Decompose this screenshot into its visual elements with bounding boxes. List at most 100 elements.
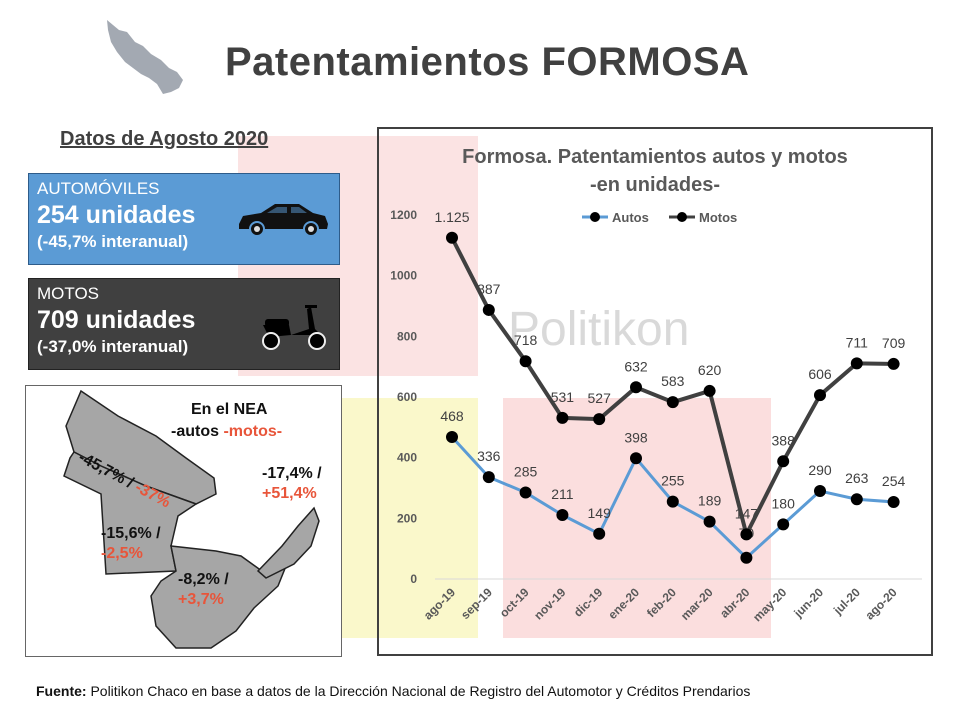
- data-point-autos: [519, 486, 532, 499]
- data-label-autos: 398: [624, 429, 648, 445]
- data-point-motos: [666, 396, 679, 409]
- y-tick-label: 400: [397, 451, 417, 465]
- y-tick-label: 800: [397, 329, 417, 343]
- region-chaco-moto: -2,5%: [101, 545, 143, 562]
- data-point-autos: [446, 431, 458, 444]
- region-misiones-moto: +51,4%: [262, 485, 317, 502]
- x-tick-label: mar-20: [678, 585, 716, 623]
- region-chaco-label: -15,6% / -2,5%: [101, 524, 161, 564]
- chart-frame: [377, 127, 933, 656]
- data-point-motos: [482, 303, 495, 316]
- region-corrientes: [150, 545, 290, 649]
- data-point-autos: [593, 527, 606, 540]
- data-label-motos: 632: [624, 358, 648, 374]
- scooter-icon: [262, 305, 326, 350]
- data-point-autos: [703, 515, 716, 528]
- motos-summary-box: MOTOS 709 unidades (-37,0% interanual): [28, 278, 340, 370]
- data-point-autos: [630, 452, 642, 465]
- x-tick-label: jun-20: [791, 585, 827, 621]
- data-label-motos: 606: [808, 366, 832, 382]
- region-chaco-auto: -15,6% /: [101, 525, 161, 542]
- source-label: Fuente:: [36, 683, 87, 699]
- data-label-autos: 468: [440, 408, 464, 424]
- region-corrientes-moto: +3,7%: [178, 591, 224, 608]
- data-label-motos: 531: [551, 389, 575, 405]
- region-misiones-auto: -17,4% /: [262, 465, 322, 482]
- data-point-autos: [556, 508, 569, 521]
- data-point-motos: [556, 411, 569, 424]
- region-corrientes-auto: -8,2% /: [178, 571, 229, 588]
- x-tick-label: oct-19: [497, 585, 532, 620]
- region-formosa: [65, 389, 217, 505]
- data-point-motos: [593, 413, 606, 426]
- data-label-autos: 285: [514, 464, 538, 480]
- autos-units: 254 unidades: [37, 201, 196, 229]
- x-tick-label: ago-20: [862, 585, 899, 622]
- nea-legend-motos: -motos-: [223, 423, 283, 440]
- x-tick-label: feb-20: [644, 585, 679, 620]
- motos-yoy: (-37,0% interanual): [37, 337, 189, 356]
- formosa-map-icon: [107, 20, 183, 94]
- legend-label-motos: Motos: [699, 210, 737, 225]
- data-point-autos: [482, 471, 495, 484]
- data-point-autos: [740, 551, 753, 564]
- data-label-autos: 189: [698, 493, 722, 509]
- data-label-motos: 583: [661, 373, 685, 389]
- legend-label-autos: Autos: [612, 210, 649, 225]
- chart-title: Formosa. Patentamientos autos y motos: [462, 146, 848, 168]
- y-tick-label: 600: [397, 390, 417, 404]
- decor-pink-square: [503, 398, 771, 638]
- line-chart: Formosa. Patentamientos autos y motos -en…: [390, 146, 922, 624]
- data-label-autos: 149: [588, 505, 612, 521]
- data-point-autos: [850, 493, 863, 506]
- source-note: Fuente: Politikon Chaco en base a datos …: [36, 683, 750, 699]
- chart-subtitle: -en unidades-: [590, 174, 720, 196]
- x-tick-label: ago-19: [421, 585, 458, 622]
- autos-label: AUTOMÓVILES: [37, 179, 160, 198]
- data-point-autos: [666, 495, 679, 508]
- nea-legend-autos: -autos: [171, 423, 224, 440]
- data-label-motos: 711: [846, 334, 869, 350]
- data-point-motos: [519, 355, 532, 368]
- data-label-autos: 180: [772, 495, 796, 511]
- data-label-motos: 527: [588, 390, 612, 406]
- data-label-autos: 211: [551, 486, 574, 502]
- period-heading: Datos de Agosto 2020: [60, 128, 269, 150]
- data-label-autos: 263: [845, 470, 869, 486]
- y-tick-label: 200: [397, 511, 417, 525]
- y-tick-label: 0: [410, 572, 417, 586]
- legend-marker-motos: [677, 212, 687, 222]
- data-point-autos: [814, 485, 826, 498]
- x-tick-label: jul-20: [830, 585, 863, 618]
- autos-yoy: (-45,7% interanual): [37, 232, 189, 251]
- data-point-motos: [814, 389, 826, 402]
- x-tick-label: abr-20: [717, 585, 753, 621]
- data-point-motos: [703, 384, 716, 397]
- nea-legend: -autos -motos-: [171, 422, 282, 442]
- data-point-autos: [887, 495, 900, 508]
- watermark: Politikon: [508, 303, 690, 356]
- motos-label: MOTOS: [37, 284, 100, 303]
- region-misiones-label: -17,4% / +51,4%: [262, 464, 322, 504]
- data-label-motos: 388: [772, 432, 796, 448]
- x-tick-label: sep-19: [458, 585, 495, 622]
- data-point-motos: [850, 357, 863, 370]
- data-point-motos: [446, 231, 458, 244]
- data-point-motos: [777, 455, 790, 468]
- data-label-autos: 254: [882, 473, 906, 489]
- region-misiones: [256, 506, 320, 579]
- x-tick-label: nov-19: [531, 585, 568, 622]
- data-label-autos: 290: [808, 462, 832, 478]
- nea-map: [63, 389, 320, 649]
- data-label-motos: 718: [514, 332, 538, 348]
- data-point-motos: [630, 381, 642, 394]
- nea-map-panel: En el NEA -autos -motos- -45,7% / -37% -…: [25, 385, 342, 657]
- y-tick-label: 1200: [390, 208, 417, 222]
- data-label-motos: 709: [882, 335, 906, 351]
- data-label-motos: 147: [735, 505, 759, 521]
- autos-summary-box: AUTOMÓVILES 254 unidades (-45,7% interan…: [28, 173, 340, 265]
- data-label-motos: 1.125: [434, 209, 469, 225]
- y-tick-label: 1000: [390, 269, 417, 283]
- page-title: Patentamientos FORMOSA: [225, 40, 750, 84]
- data-label-motos: 887: [477, 281, 501, 297]
